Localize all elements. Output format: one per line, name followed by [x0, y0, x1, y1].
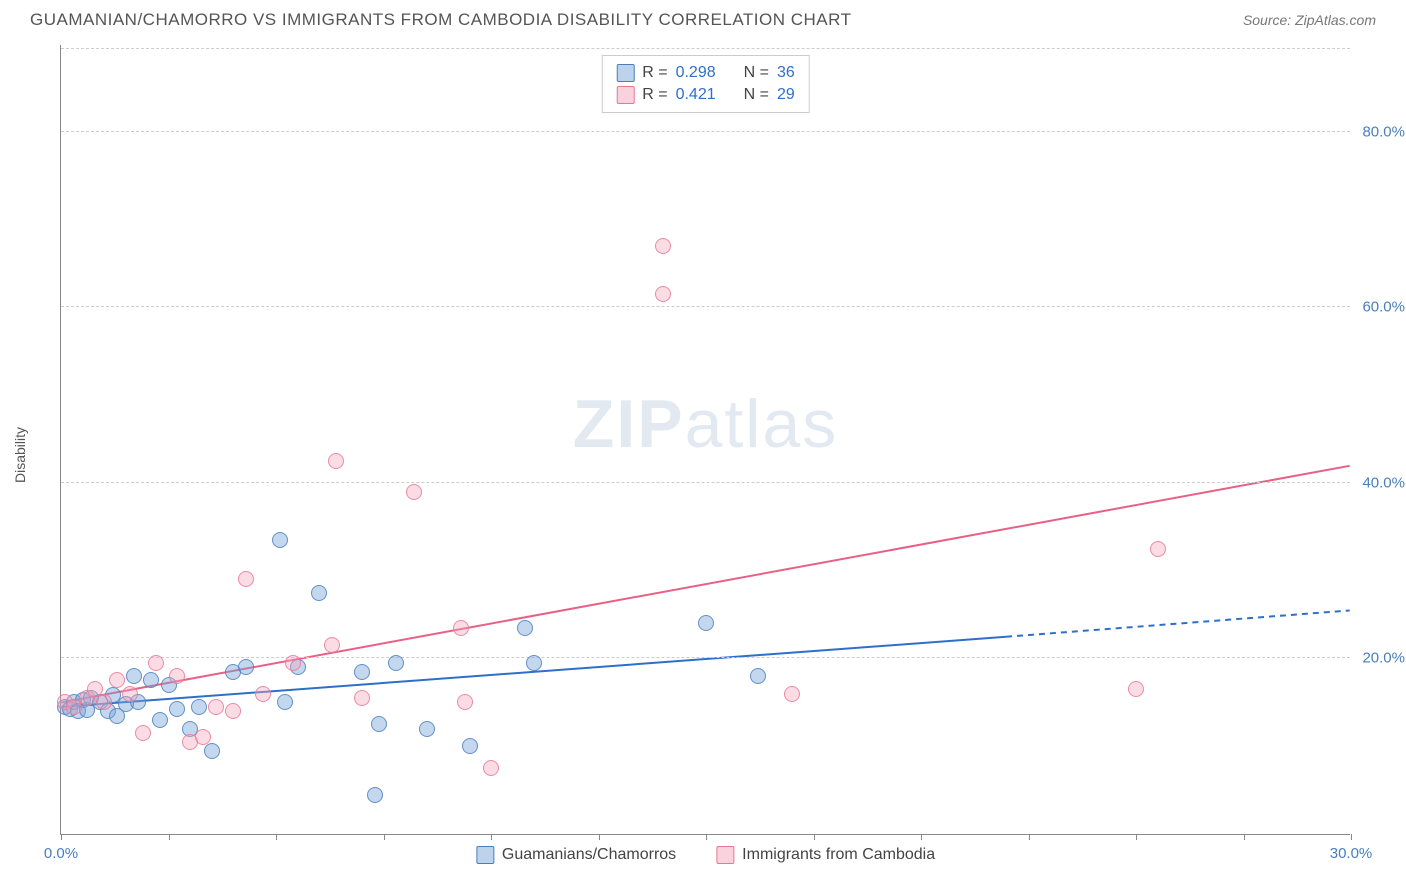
- data-point-blue: [354, 664, 370, 680]
- data-point-pink: [324, 637, 340, 653]
- legend-item-pink: Immigrants from Cambodia: [716, 846, 935, 864]
- x-tick: [61, 834, 62, 840]
- data-point-pink: [784, 686, 800, 702]
- chart-container: Disability ZIPatlas R = 0.298 N = 36 R =…: [50, 45, 1390, 865]
- data-point-blue: [517, 620, 533, 636]
- data-point-pink: [354, 690, 370, 706]
- chart-title: GUAMANIAN/CHAMORRO VS IMMIGRANTS FROM CA…: [30, 10, 851, 30]
- gridline: [61, 306, 1350, 307]
- y-axis-label: Disability: [12, 427, 28, 483]
- data-point-pink: [109, 672, 125, 688]
- legend-item-blue: Guamanians/Chamorros: [476, 846, 676, 864]
- data-point-blue: [750, 668, 766, 684]
- legend-correlation: R = 0.298 N = 36 R = 0.421 N = 29: [601, 55, 810, 113]
- y-tick-label: 40.0%: [1355, 474, 1405, 491]
- data-point-pink: [1128, 681, 1144, 697]
- data-point-pink: [453, 620, 469, 636]
- data-point-pink: [1150, 541, 1166, 557]
- data-point-blue: [277, 694, 293, 710]
- x-tick: [491, 834, 492, 840]
- legend-series: Guamanians/Chamorros Immigrants from Cam…: [476, 846, 935, 864]
- legend-row-blue: R = 0.298 N = 36: [616, 62, 795, 84]
- y-tick-label: 20.0%: [1355, 650, 1405, 667]
- trend-line-pink: [61, 466, 1349, 703]
- data-point-blue: [169, 701, 185, 717]
- data-point-pink: [285, 655, 301, 671]
- watermark: ZIPatlas: [573, 385, 838, 463]
- data-point-blue: [698, 615, 714, 631]
- swatch-blue-icon: [616, 64, 634, 82]
- x-tick-label: 30.0%: [1330, 845, 1373, 862]
- x-tick: [384, 834, 385, 840]
- data-point-blue: [526, 655, 542, 671]
- x-tick: [169, 834, 170, 840]
- data-point-pink: [655, 238, 671, 254]
- data-point-blue: [367, 787, 383, 803]
- data-point-pink: [208, 699, 224, 715]
- x-tick: [276, 834, 277, 840]
- data-point-blue: [462, 738, 478, 754]
- trend-line-blue: [61, 637, 1006, 707]
- x-tick-label: 0.0%: [44, 845, 78, 862]
- data-point-pink: [169, 668, 185, 684]
- trend-lines: [61, 45, 1350, 834]
- swatch-pink-icon: [616, 86, 634, 104]
- x-tick: [1136, 834, 1137, 840]
- data-point-blue: [272, 532, 288, 548]
- data-point-blue: [238, 659, 254, 675]
- data-point-pink: [483, 760, 499, 776]
- data-point-pink: [655, 286, 671, 302]
- data-point-pink: [255, 686, 271, 702]
- data-point-pink: [135, 725, 151, 741]
- gridline: [61, 131, 1350, 132]
- data-point-pink: [96, 694, 112, 710]
- data-point-pink: [406, 484, 422, 500]
- x-tick: [814, 834, 815, 840]
- swatch-blue-icon: [476, 846, 494, 864]
- trend-line-dash-blue: [1006, 610, 1350, 636]
- x-tick: [1029, 834, 1030, 840]
- data-point-blue: [204, 743, 220, 759]
- x-tick: [1244, 834, 1245, 840]
- chart-header: GUAMANIAN/CHAMORRO VS IMMIGRANTS FROM CA…: [0, 0, 1406, 30]
- plot-area: ZIPatlas R = 0.298 N = 36 R = 0.421 N = …: [60, 45, 1350, 835]
- swatch-pink-icon: [716, 846, 734, 864]
- gridline: [61, 657, 1350, 658]
- data-point-blue: [152, 712, 168, 728]
- data-point-pink: [457, 694, 473, 710]
- data-point-pink: [328, 453, 344, 469]
- data-point-blue: [419, 721, 435, 737]
- data-point-blue: [371, 716, 387, 732]
- data-point-pink: [225, 703, 241, 719]
- data-point-pink: [238, 571, 254, 587]
- x-tick: [1351, 834, 1352, 840]
- gridline: [61, 48, 1350, 49]
- y-tick-label: 60.0%: [1355, 299, 1405, 316]
- chart-source: Source: ZipAtlas.com: [1243, 12, 1376, 28]
- x-tick: [921, 834, 922, 840]
- gridline: [61, 482, 1350, 483]
- data-point-pink: [148, 655, 164, 671]
- x-tick: [706, 834, 707, 840]
- data-point-pink: [195, 729, 211, 745]
- data-point-blue: [191, 699, 207, 715]
- data-point-pink: [122, 686, 138, 702]
- data-point-blue: [126, 668, 142, 684]
- data-point-blue: [143, 672, 159, 688]
- y-tick-label: 80.0%: [1355, 123, 1405, 140]
- legend-row-pink: R = 0.421 N = 29: [616, 84, 795, 106]
- data-point-blue: [311, 585, 327, 601]
- x-tick: [599, 834, 600, 840]
- data-point-blue: [388, 655, 404, 671]
